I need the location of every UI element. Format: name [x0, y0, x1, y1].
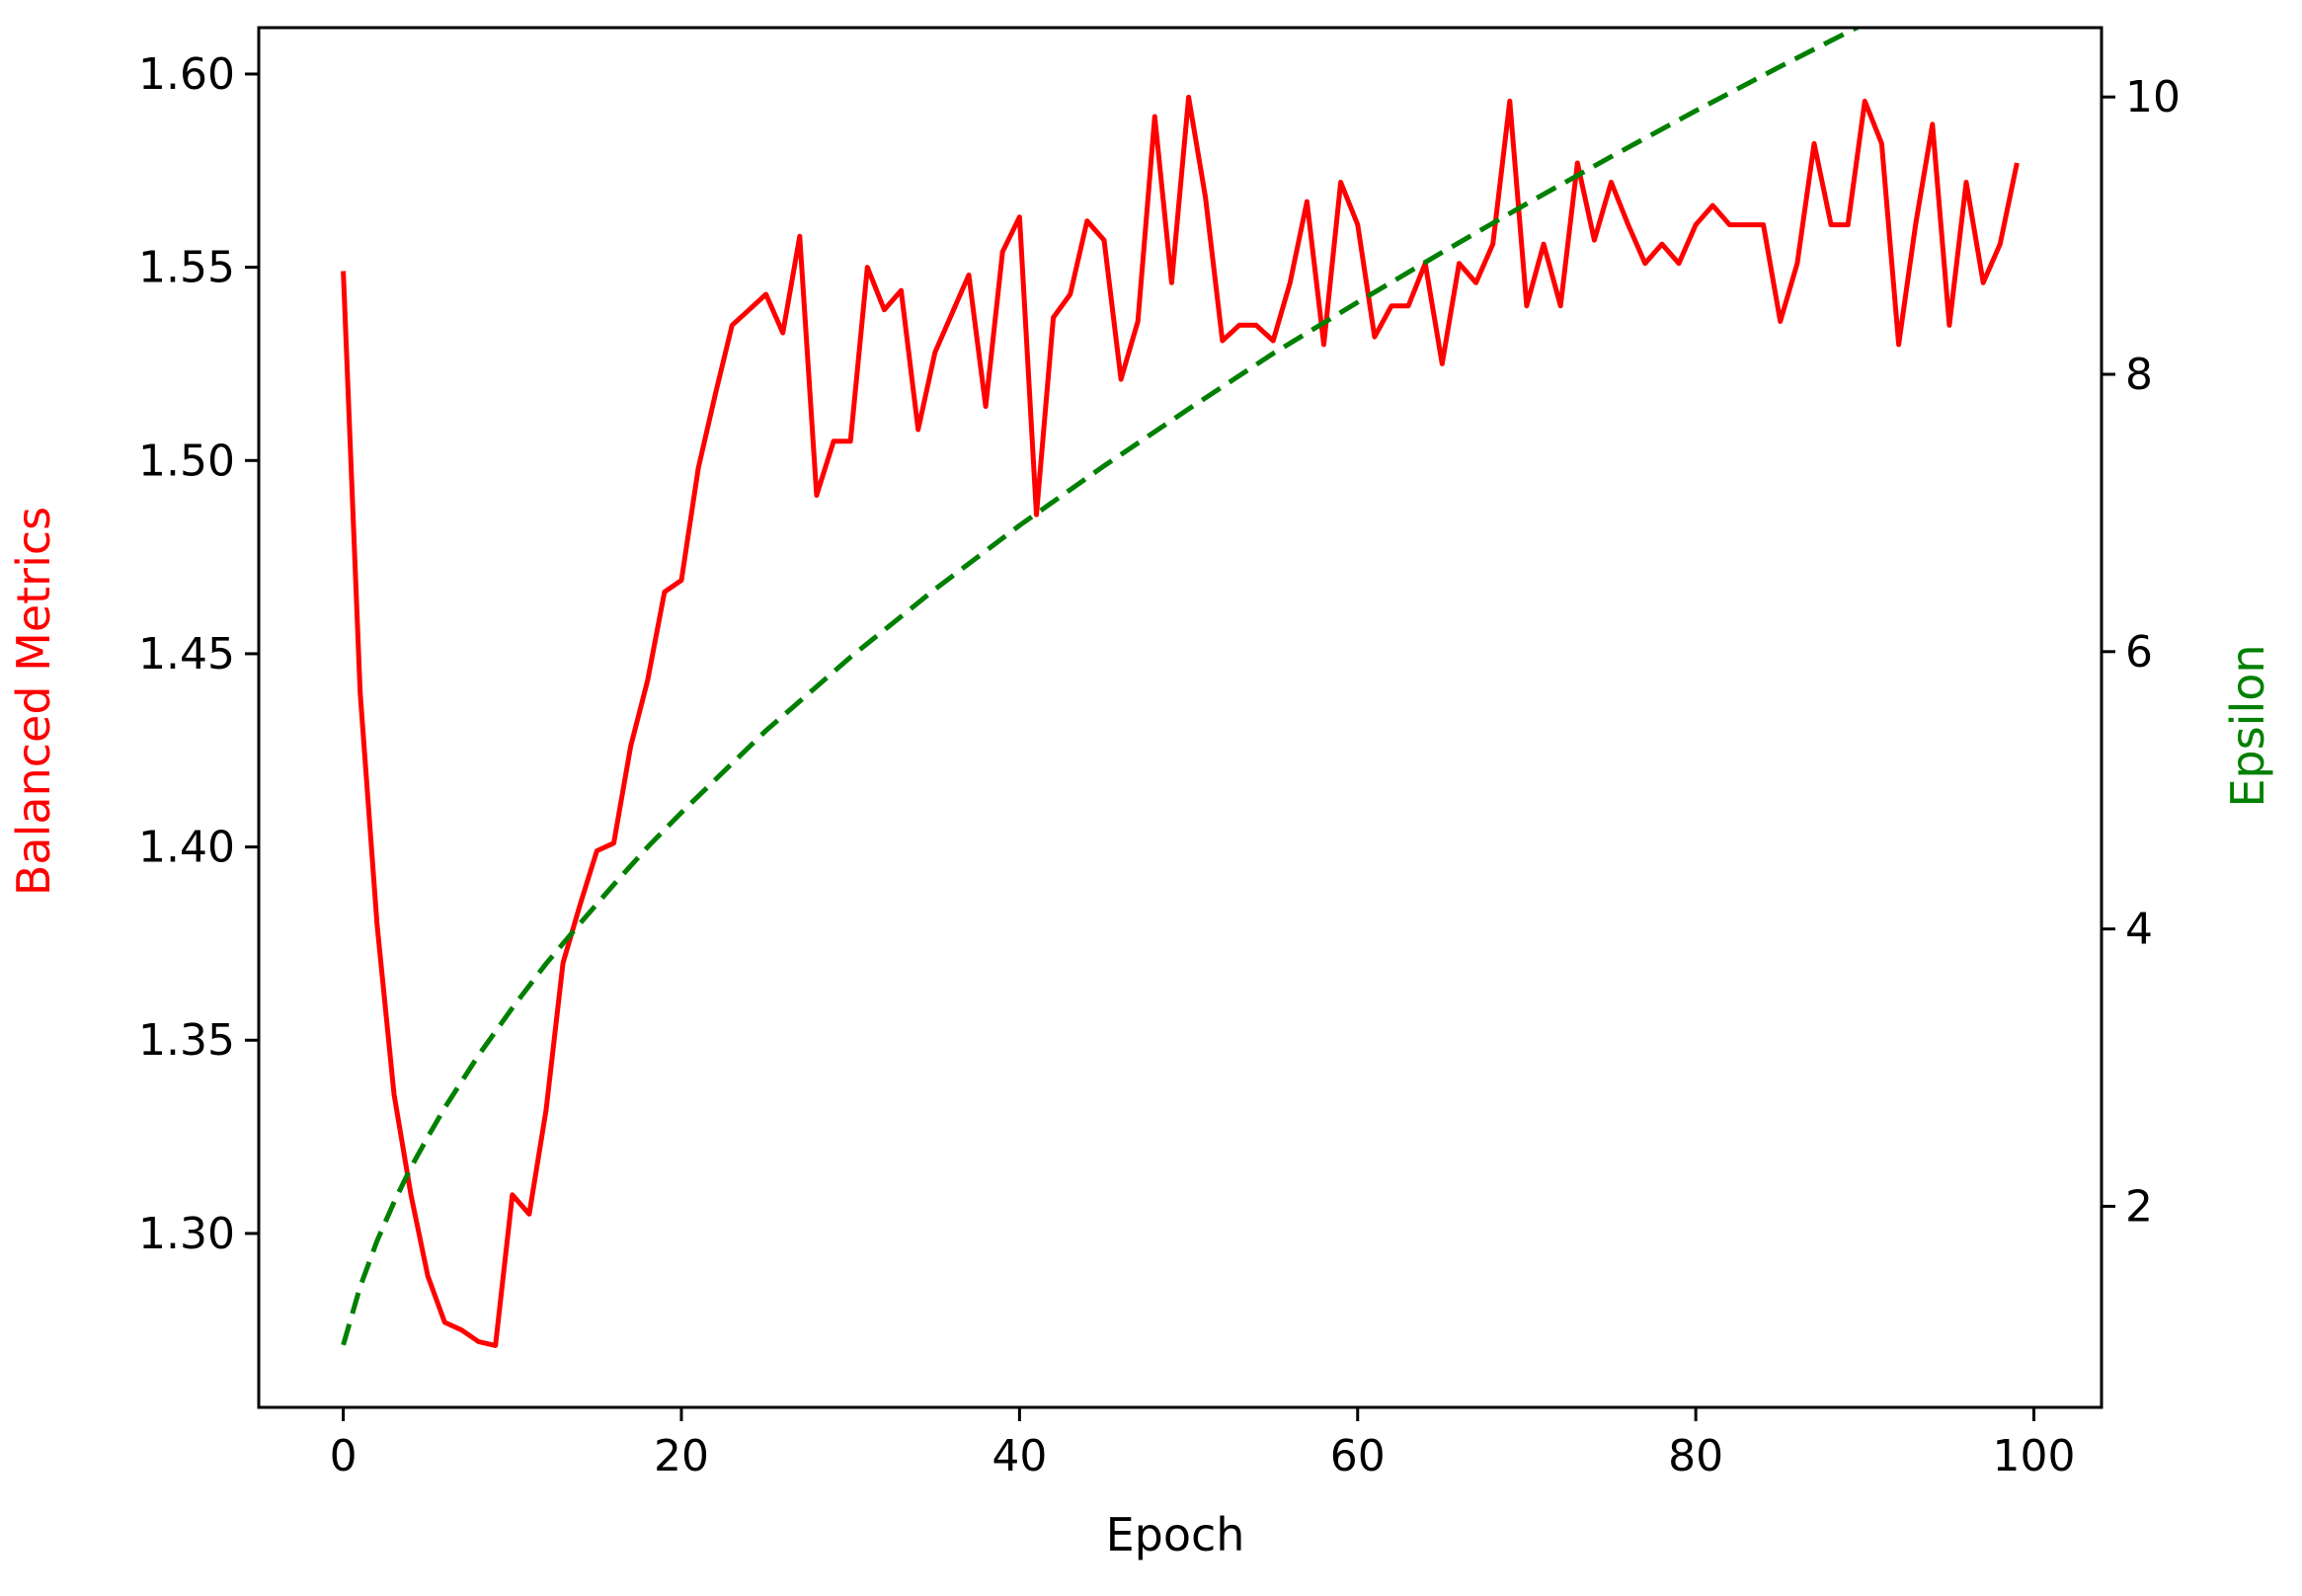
x-axis-label: Epoch	[1106, 1508, 1245, 1561]
series-group	[341, 28, 2020, 1348]
y-left-tick-label: 1.45	[138, 629, 235, 679]
x-tick-label: 100	[1993, 1431, 2076, 1481]
y-right-tick-label: 2	[2125, 1181, 2153, 1232]
plot-area	[341, 28, 2020, 1348]
x-tick-label: 40	[992, 1431, 1047, 1481]
y-right-tick-label: 4	[2125, 905, 2153, 955]
plot-frame	[257, 26, 2104, 1409]
y-left-tick-label: 1.40	[138, 823, 235, 873]
y-left-tick-label: 1.35	[138, 1015, 235, 1066]
epsilon-series-line	[341, 28, 1863, 1346]
axes: 0 20 40 60 80 100 1.30 1.35 1.40 1.45 1.50 1.55 1.60…	[138, 26, 2181, 1481]
x-tick-label: 60	[1330, 1431, 1386, 1481]
y-axis-left-label: Balanced Metrics	[7, 507, 60, 896]
y-left-tick-label: 1.60	[138, 49, 235, 100]
y-axis-right-label: Epsilon	[2221, 644, 2274, 807]
balanced-metrics-series-line	[341, 94, 2020, 1348]
x-tick-label: 0	[330, 1431, 357, 1481]
y-right-tick-label: 6	[2125, 627, 2153, 678]
y-left-tick-label: 1.50	[138, 436, 235, 486]
y-right-tick-label: 8	[2125, 350, 2153, 400]
x-tick-label: 80	[1668, 1431, 1723, 1481]
y-left-tick-label: 1.55	[138, 243, 235, 293]
x-tick-label: 20	[654, 1431, 709, 1481]
y-right-tick-label: 10	[2125, 72, 2181, 122]
y-left-tick-label: 1.30	[138, 1209, 235, 1259]
